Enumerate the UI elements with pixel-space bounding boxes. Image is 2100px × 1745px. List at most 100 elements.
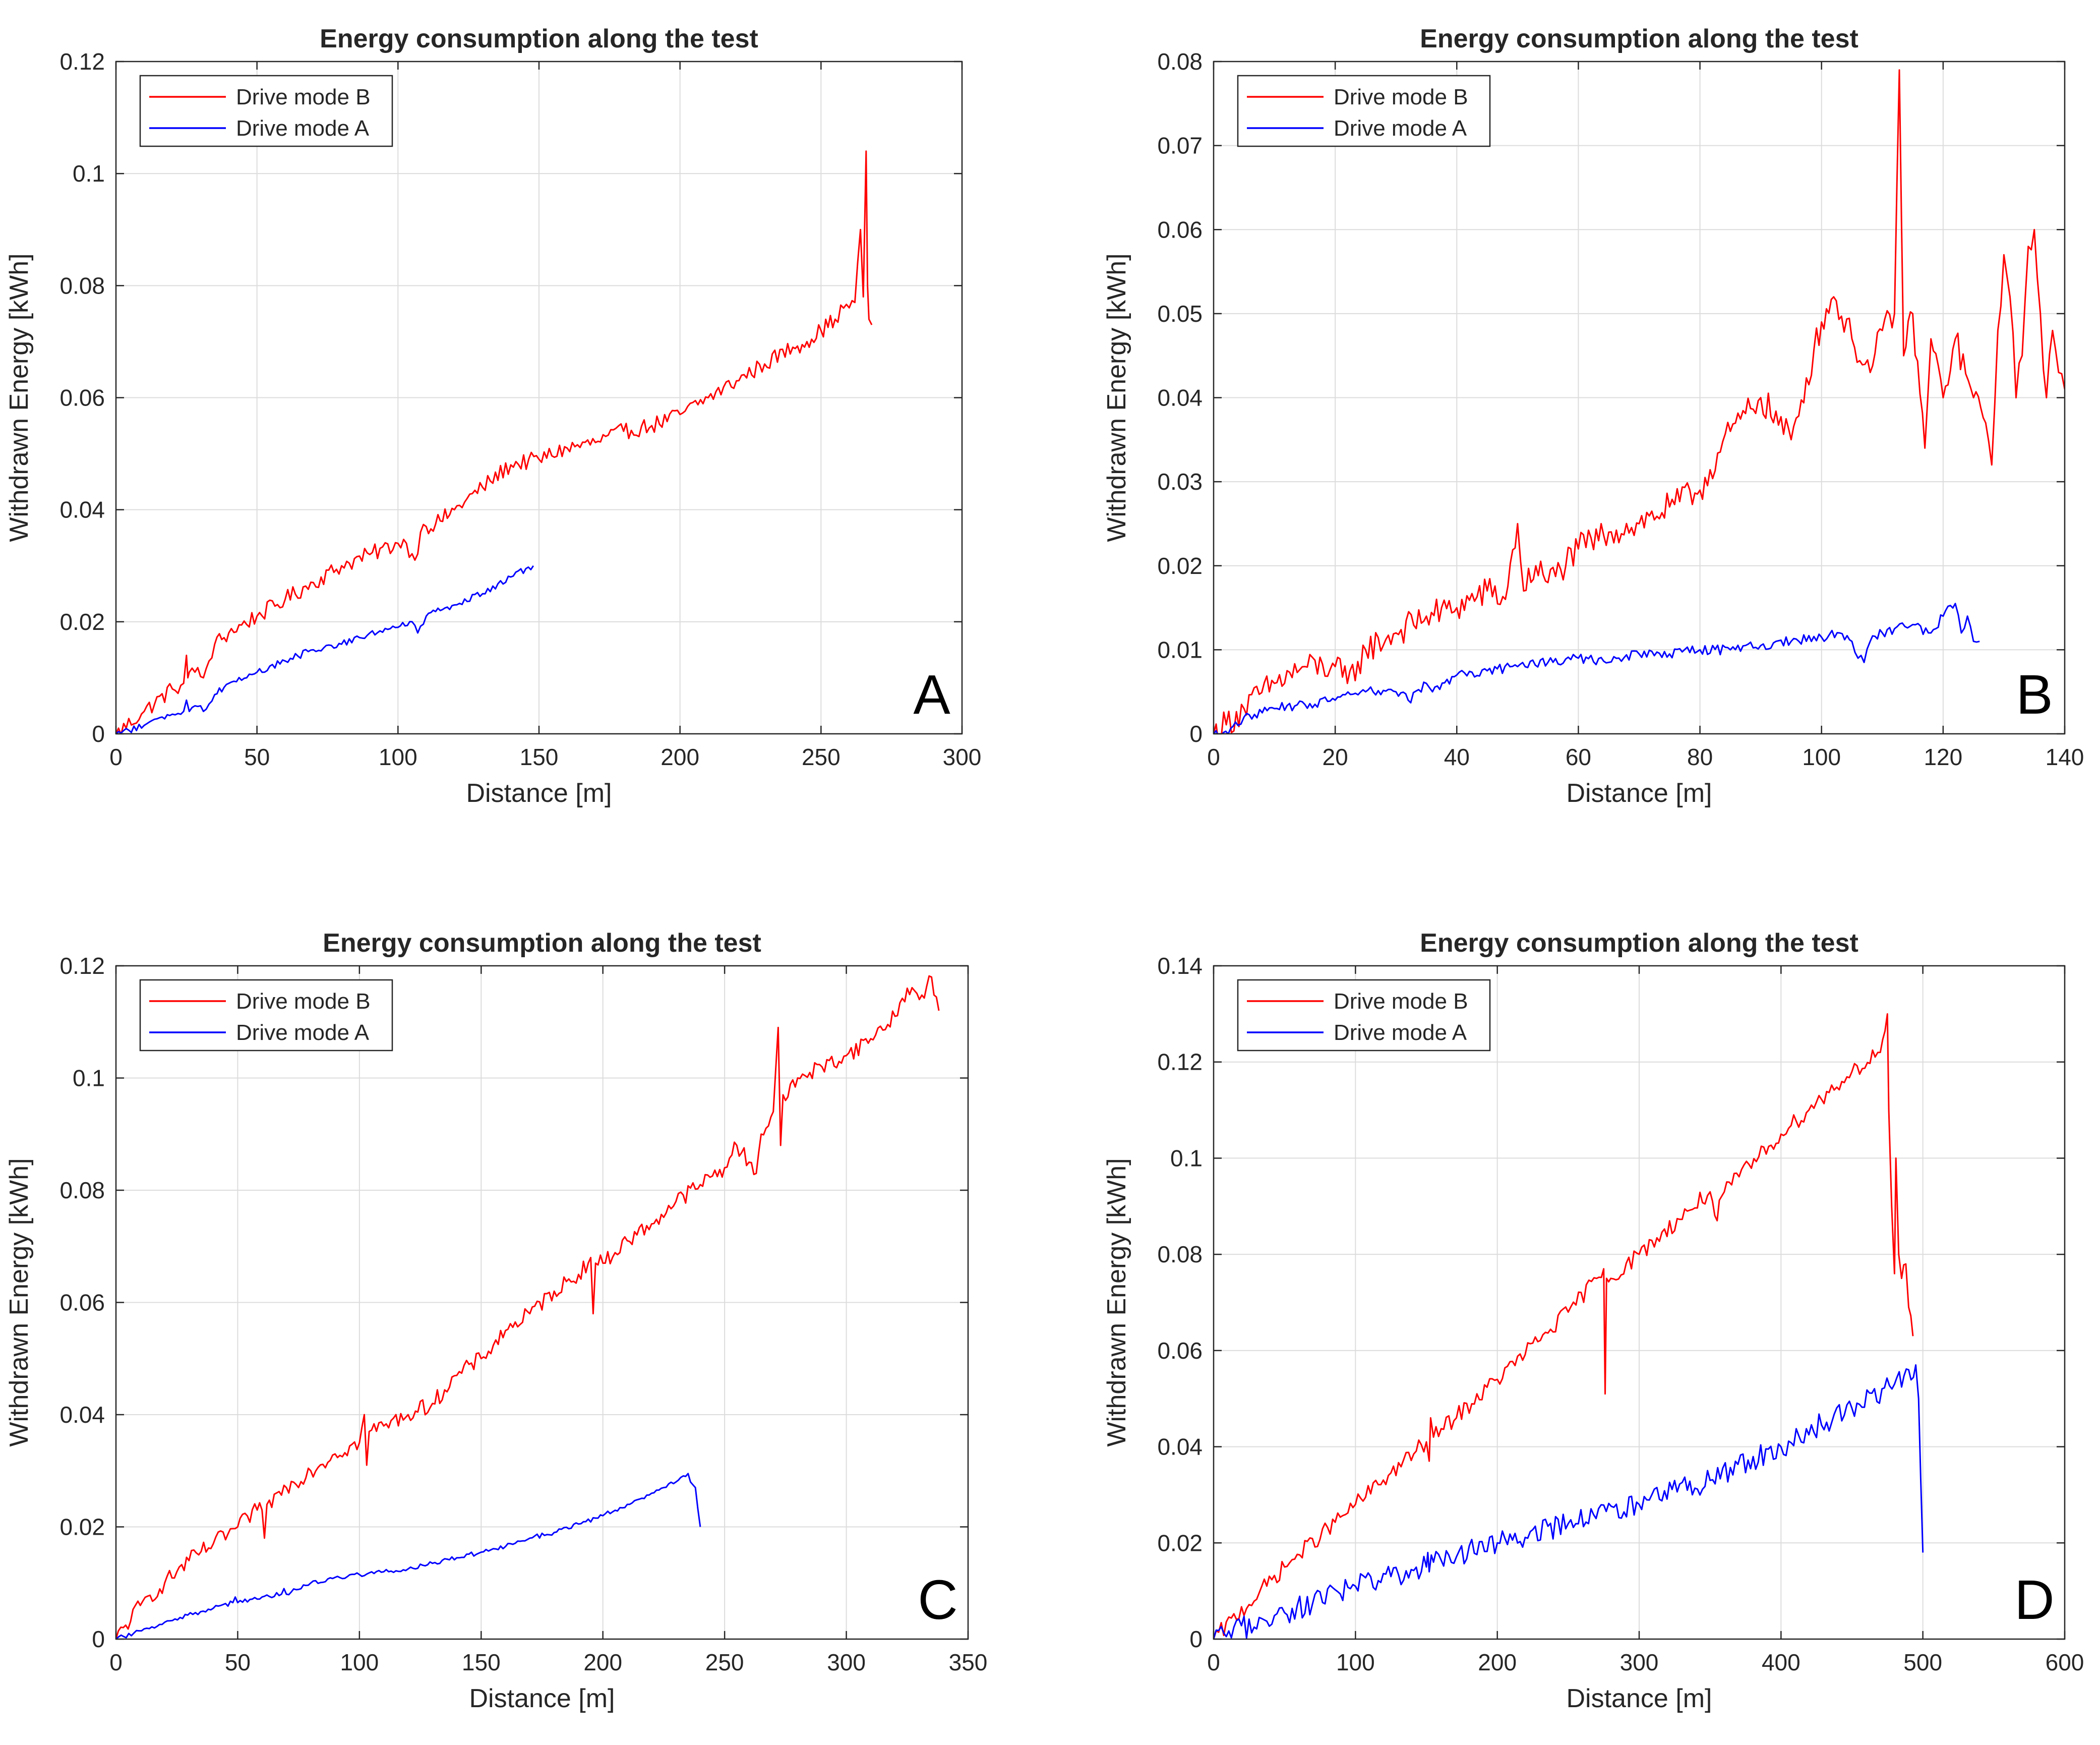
y-axis-label: Withdrawn Energy [kWh] <box>1102 1158 1131 1446</box>
x-tick-label: 300 <box>943 744 982 770</box>
legend-label: Drive mode A <box>236 1020 370 1045</box>
y-tick-label: 0.05 <box>1157 301 1203 327</box>
chart-panel-c: 0 50 100 150 200 250 300 350 0 0.02 0.04 0.06 0.08 0.… <box>0 872 1050 1745</box>
chart-panel-a: 0 50 100 150 200 250 300 0 0.02 0.04 0.06 0.08 0.1 0.… <box>0 0 1050 867</box>
y-axis-label: Withdrawn Energy [kWh] <box>5 253 34 542</box>
y-tick-label: 0.08 <box>1157 1241 1203 1267</box>
y-tick-label: 0.12 <box>59 48 105 75</box>
y-tick-label: 0 <box>92 1626 105 1652</box>
x-tick-label: 0 <box>1207 744 1220 770</box>
chart-panel-b: 0 20 40 60 80 100 120 140 0 0.01 0.02 0.03 0.04 0.05 0… <box>1050 0 2099 867</box>
x-tick-label: 80 <box>1687 744 1713 770</box>
x-tick-label: 150 <box>520 744 559 770</box>
chart-title: Energy consumption along the test <box>323 928 761 958</box>
legend-box <box>1237 75 1491 147</box>
legend-box <box>139 75 393 147</box>
series-line-drive-mode-a <box>1214 603 1980 734</box>
x-tick-label: 100 <box>1802 744 1841 770</box>
legend-label: Drive mode B <box>236 85 371 109</box>
legend-label: Drive mode B <box>236 989 371 1014</box>
x-tick-label: 120 <box>1924 744 1962 770</box>
x-tick-label: 500 <box>1903 1649 1942 1675</box>
x-tick-label: 250 <box>705 1649 744 1675</box>
y-tick-label: 0.07 <box>1157 133 1203 159</box>
y-axis-label: Withdrawn Energy [kWh] <box>5 1158 34 1446</box>
panel-letter: A <box>913 664 950 726</box>
chart-d-svg: 0 100 200 300 400 500 600 0 0.02 0.04 0.06 0.08 0.1 0… <box>1102 928 2084 1713</box>
x-tick-label: 20 <box>1323 744 1348 770</box>
y-tick-label: 0.02 <box>59 1514 105 1540</box>
legend: Drive mode B Drive mode A <box>139 75 393 147</box>
x-tick-label: 0 <box>109 1649 123 1675</box>
legend-label: Drive mode A <box>1334 116 1467 141</box>
y-tick-label: 0.04 <box>1157 1434 1203 1460</box>
x-tick-label: 60 <box>1566 744 1591 770</box>
x-tick-label: 100 <box>1336 1649 1375 1675</box>
x-tick-label: 300 <box>827 1649 866 1675</box>
legend-label: Drive mode A <box>236 116 370 141</box>
x-axis-label: Distance [m] <box>1567 1684 1712 1713</box>
y-tick-label: 0 <box>92 721 105 747</box>
x-axis-label: Distance [m] <box>469 1684 615 1713</box>
y-tick-label: 0.06 <box>1157 216 1203 243</box>
y-tick-label: 0.1 <box>73 160 105 187</box>
x-tick-label: 200 <box>1478 1649 1517 1675</box>
y-tick-label: 0.08 <box>59 1177 105 1203</box>
series-line-drive-mode-b <box>1214 69 2065 734</box>
chart-a-svg: 0 50 100 150 200 250 300 0 0.02 0.04 0.06 0.08 0.1 0.… <box>5 24 982 808</box>
y-tick-label: 0.06 <box>1157 1337 1203 1364</box>
series-line-drive-mode-b <box>116 975 940 1639</box>
x-tick-label: 100 <box>340 1649 379 1675</box>
legend: Drive mode B Drive mode A <box>139 979 393 1052</box>
legend: Drive mode B Drive mode A <box>1237 75 1491 147</box>
y-tick-label: 0.04 <box>1157 385 1203 411</box>
legend-label: Drive mode B <box>1334 85 1468 109</box>
x-tick-label: 300 <box>1620 1649 1659 1675</box>
x-tick-label: 200 <box>583 1649 622 1675</box>
x-tick-label: 50 <box>225 1649 251 1675</box>
y-tick-label: 0.01 <box>1157 636 1203 663</box>
legend-label: Drive mode A <box>1334 1020 1467 1045</box>
y-tick-label: 0.02 <box>59 609 105 635</box>
chart-c-svg: 0 50 100 150 200 250 300 350 0 0.02 0.04 0.06 0.08 0.… <box>5 928 988 1713</box>
y-tick-label: 0.02 <box>1157 1530 1203 1556</box>
x-tick-label: 400 <box>1762 1649 1801 1675</box>
x-tick-label: 40 <box>1444 744 1470 770</box>
y-tick-label: 0.02 <box>1157 553 1203 579</box>
chart-title: Energy consumption along the test <box>320 24 758 53</box>
x-tick-label: 140 <box>2046 744 2084 770</box>
y-tick-label: 0 <box>1189 721 1203 747</box>
y-axis-label: Withdrawn Energy [kWh] <box>1102 253 1131 542</box>
panel-letter: D <box>2014 1569 2054 1631</box>
series-line-drive-mode-a <box>1214 1364 1924 1639</box>
y-tick-label: 0 <box>1189 1626 1203 1652</box>
y-tick-label: 0.14 <box>1157 953 1203 979</box>
plot-frame <box>115 965 969 1640</box>
y-tick-label: 0.1 <box>73 1065 105 1091</box>
y-tick-label: 0.12 <box>59 953 105 979</box>
y-tick-label: 0.08 <box>1157 48 1203 75</box>
chart-b-svg: 0 20 40 60 80 100 120 140 0 0.01 0.02 0.03 0.04 0.05 0… <box>1102 24 2084 808</box>
x-tick-label: 150 <box>462 1649 501 1675</box>
x-tick-label: 0 <box>109 744 123 770</box>
x-axis-label: Distance [m] <box>466 779 612 808</box>
series-line-drive-mode-a <box>116 565 534 734</box>
chart-title: Energy consumption along the test <box>1420 24 1858 53</box>
x-axis-label: Distance [m] <box>1567 779 1712 808</box>
chart-title: Energy consumption along the test <box>1420 928 1858 958</box>
plot-frame <box>1213 965 2066 1640</box>
legend-box <box>1237 979 1491 1052</box>
chart-panel-d: 0 100 200 300 400 500 600 0 0.02 0.04 0.06 0.08 0.1 0… <box>1050 872 2099 1745</box>
x-tick-label: 600 <box>2046 1649 2084 1675</box>
x-tick-label: 50 <box>244 744 270 770</box>
y-tick-label: 0.04 <box>59 497 105 523</box>
x-tick-label: 0 <box>1207 1649 1220 1675</box>
x-tick-label: 100 <box>379 744 417 770</box>
x-tick-label: 200 <box>661 744 699 770</box>
plot-frame <box>1213 61 2066 735</box>
x-tick-label: 350 <box>949 1649 988 1675</box>
panel-letter: B <box>2016 664 2053 726</box>
y-tick-label: 0.03 <box>1157 469 1203 495</box>
y-tick-label: 0.06 <box>59 385 105 411</box>
series-line-drive-mode-a <box>116 1473 701 1639</box>
